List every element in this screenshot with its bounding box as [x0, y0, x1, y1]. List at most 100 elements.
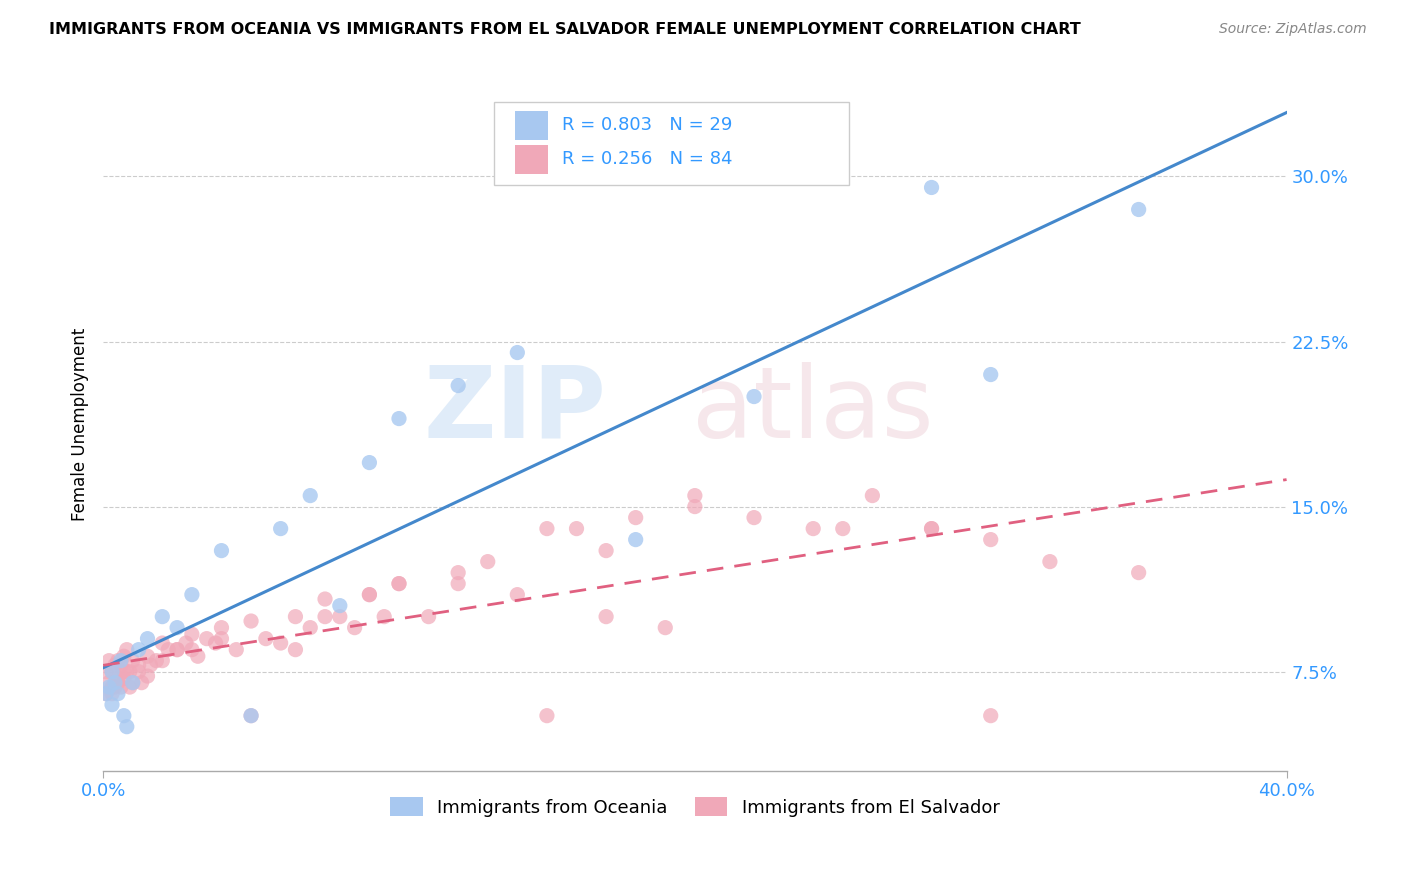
Point — [343, 621, 366, 635]
Point — [1128, 202, 1150, 217]
Point — [166, 642, 188, 657]
Point — [624, 510, 647, 524]
Point — [359, 588, 381, 602]
Point — [506, 588, 529, 602]
Point — [180, 642, 202, 657]
Point — [683, 489, 706, 503]
Point — [174, 636, 197, 650]
Point — [284, 609, 307, 624]
Point — [115, 720, 138, 734]
Legend: Immigrants from Oceania, Immigrants from El Salvador: Immigrants from Oceania, Immigrants from… — [382, 790, 1007, 824]
Point — [107, 654, 129, 668]
Point — [329, 599, 352, 613]
Point — [101, 698, 124, 712]
Point — [101, 687, 124, 701]
Point — [240, 708, 263, 723]
Point — [270, 636, 292, 650]
Point — [980, 533, 1002, 547]
Point — [150, 636, 173, 650]
Point — [204, 636, 226, 650]
Point — [128, 665, 150, 679]
Text: Source: ZipAtlas.com: Source: ZipAtlas.com — [1219, 22, 1367, 37]
Point — [980, 368, 1002, 382]
Point — [211, 621, 233, 635]
Point — [418, 609, 440, 624]
Point — [447, 576, 470, 591]
Point — [104, 675, 127, 690]
Point — [536, 522, 558, 536]
Point — [329, 609, 352, 624]
Point — [118, 680, 141, 694]
Text: ZIP: ZIP — [423, 361, 606, 458]
Point — [447, 378, 470, 392]
Point — [211, 543, 233, 558]
Point — [110, 680, 132, 694]
Point — [145, 654, 167, 668]
Point — [121, 654, 143, 668]
Point — [506, 345, 529, 359]
Point — [180, 627, 202, 641]
Text: IMMIGRANTS FROM OCEANIA VS IMMIGRANTS FROM EL SALVADOR FEMALE UNEMPLOYMENT CORRE: IMMIGRANTS FROM OCEANIA VS IMMIGRANTS FR… — [49, 22, 1081, 37]
Point — [107, 675, 129, 690]
Point — [860, 489, 883, 503]
Point — [240, 708, 263, 723]
Point — [115, 665, 138, 679]
Point — [373, 609, 395, 624]
Point — [150, 609, 173, 624]
FancyBboxPatch shape — [494, 102, 849, 185]
Point — [536, 708, 558, 723]
Point — [921, 180, 943, 194]
Point — [654, 621, 676, 635]
Point — [150, 654, 173, 668]
Bar — [515, 145, 548, 175]
Point — [110, 658, 132, 673]
Point — [187, 649, 209, 664]
Point — [112, 665, 135, 679]
Point — [101, 665, 124, 679]
Point — [359, 588, 381, 602]
Point — [121, 675, 143, 690]
Point — [299, 621, 322, 635]
Point — [299, 489, 322, 503]
Point — [157, 642, 180, 657]
Point — [94, 687, 117, 701]
Point — [98, 654, 121, 668]
Point — [112, 708, 135, 723]
Point — [136, 632, 159, 646]
Point — [388, 576, 411, 591]
Point — [801, 522, 824, 536]
Point — [683, 500, 706, 514]
Point — [128, 642, 150, 657]
Point — [477, 555, 499, 569]
Point — [101, 680, 124, 694]
Point — [831, 522, 853, 536]
Point — [98, 675, 121, 690]
Point — [112, 649, 135, 664]
Point — [136, 669, 159, 683]
Point — [136, 649, 159, 664]
Point — [104, 658, 127, 673]
Point — [254, 632, 277, 646]
Point — [284, 642, 307, 657]
Bar — [515, 111, 548, 140]
Point — [94, 665, 117, 679]
Point — [742, 510, 765, 524]
Point — [166, 621, 188, 635]
Point — [565, 522, 588, 536]
Point — [314, 609, 336, 624]
Point — [921, 522, 943, 536]
Point — [624, 533, 647, 547]
Point — [1039, 555, 1062, 569]
Point — [225, 642, 247, 657]
Point — [595, 543, 617, 558]
Point — [180, 588, 202, 602]
Point — [595, 609, 617, 624]
Point — [240, 614, 263, 628]
Point — [388, 576, 411, 591]
Point — [107, 671, 129, 685]
Point — [921, 522, 943, 536]
Point — [121, 675, 143, 690]
Point — [742, 390, 765, 404]
Point — [447, 566, 470, 580]
Point — [101, 665, 124, 679]
